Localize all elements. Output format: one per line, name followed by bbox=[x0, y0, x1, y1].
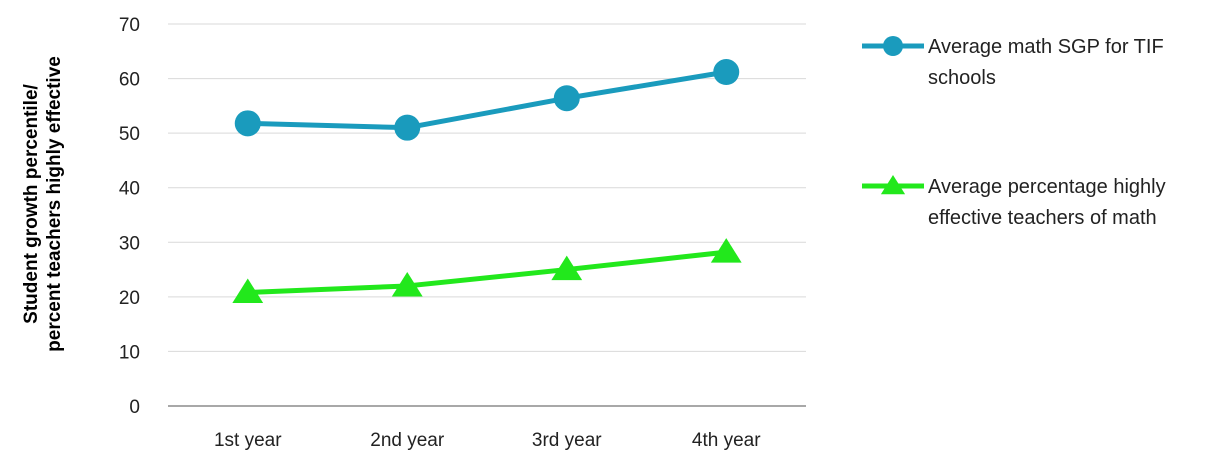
y-tick-label: 20 bbox=[119, 288, 140, 309]
y-tick-label: 40 bbox=[119, 179, 140, 200]
x-tick-labels: 1st year 2nd year 3rd year 4th year bbox=[214, 430, 761, 451]
legend-label: Average math SGP for TIF bbox=[928, 36, 1164, 58]
data-point-circle bbox=[234, 110, 261, 137]
gridlines bbox=[168, 23, 806, 407]
data-point-circle bbox=[553, 85, 580, 112]
legend-label: effective teachers of math bbox=[928, 207, 1157, 229]
legend: Average math SGP for TIF schools Average p… bbox=[862, 36, 1166, 229]
x-tick-label: 2nd year bbox=[370, 430, 445, 451]
y-axis-title-line-1: Student growth percentile/ bbox=[21, 83, 42, 323]
y-tick-labels: 0 10 20 30 40 50 60 70 bbox=[119, 15, 140, 418]
data-point-triangle bbox=[391, 271, 423, 297]
legend-label: schools bbox=[928, 67, 996, 89]
series-line-1 bbox=[247, 69, 727, 131]
series-line-2 bbox=[247, 249, 727, 295]
legend-marker-triangle bbox=[880, 175, 906, 195]
y-tick-label: 0 bbox=[129, 397, 140, 418]
y-tick-label: 60 bbox=[119, 70, 140, 91]
x-tick-label: 1st year bbox=[214, 430, 282, 451]
data-point-triangle bbox=[551, 255, 583, 281]
data-series bbox=[232, 59, 742, 303]
data-point-circle bbox=[394, 114, 421, 141]
y-tick-label: 70 bbox=[119, 15, 140, 36]
x-tick-label: 3rd year bbox=[532, 430, 602, 451]
legend-marker-circle bbox=[883, 36, 903, 56]
y-axis-title-line-2: percent teachers highly effective bbox=[44, 56, 65, 352]
legend-label: Average percentage highly bbox=[928, 176, 1166, 198]
y-tick-label: 30 bbox=[119, 233, 140, 254]
data-point-circle bbox=[713, 59, 740, 86]
x-tick-label: 4th year bbox=[692, 430, 761, 451]
data-point-triangle bbox=[710, 238, 742, 263]
y-tick-label: 50 bbox=[119, 124, 140, 145]
data-point-triangle bbox=[232, 278, 264, 303]
y-tick-label: 10 bbox=[119, 342, 140, 363]
y-axis-title: Student growth percentile/ percent teach… bbox=[21, 56, 65, 352]
